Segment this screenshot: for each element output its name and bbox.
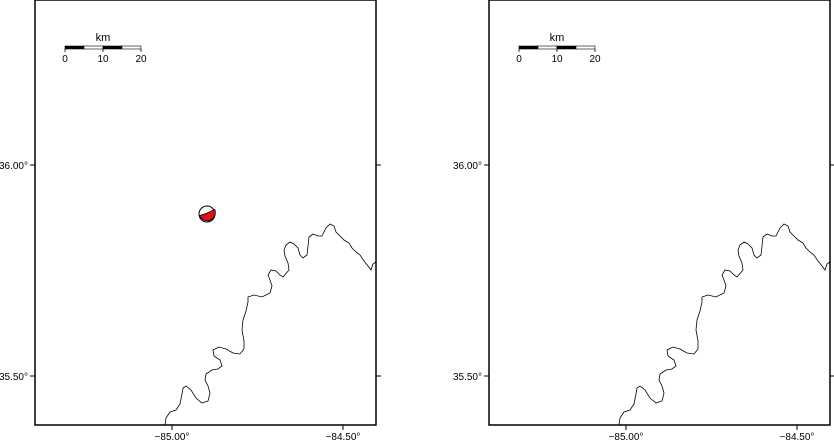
scale-tick-20: 20 [589, 54, 601, 65]
map-panel-right: 36.00° 35.50° −85.00° −84.50° km 0 10 20 [453, 0, 834, 442]
scale-bar: km 0 10 20 [62, 32, 147, 65]
lat-label-36: 36.00° [0, 161, 28, 172]
scale-tick-0: 0 [516, 54, 522, 65]
scale-bar: km 0 10 20 [516, 32, 601, 65]
frame-ticks [30, 164, 381, 430]
scale-tick-20: 20 [135, 54, 147, 65]
lon-label-85: −85.00° [155, 432, 190, 442]
map-panel-left: 36.00° 35.50° −85.00° −84.50° km 0 10 20 [0, 0, 381, 442]
lon-label-84-5: −84.50° [780, 432, 815, 442]
map-frame [488, 0, 831, 426]
river-line [164, 223, 377, 426]
scale-tick-0: 0 [62, 54, 68, 65]
frame-ticks [484, 164, 834, 430]
scale-tick-10: 10 [551, 54, 563, 65]
lat-label-35-5: 35.50° [0, 372, 28, 383]
lat-label-35-5: 35.50° [453, 372, 482, 383]
river-line [618, 223, 831, 426]
lon-label-84-5: −84.50° [326, 432, 361, 442]
lon-label-85: −85.00° [609, 432, 644, 442]
scale-tick-10: 10 [97, 54, 109, 65]
scale-unit-label: km [96, 32, 111, 44]
focal-mechanism-icon [198, 205, 216, 223]
scale-unit-label: km [550, 32, 565, 44]
lat-label-36: 36.00° [453, 161, 482, 172]
